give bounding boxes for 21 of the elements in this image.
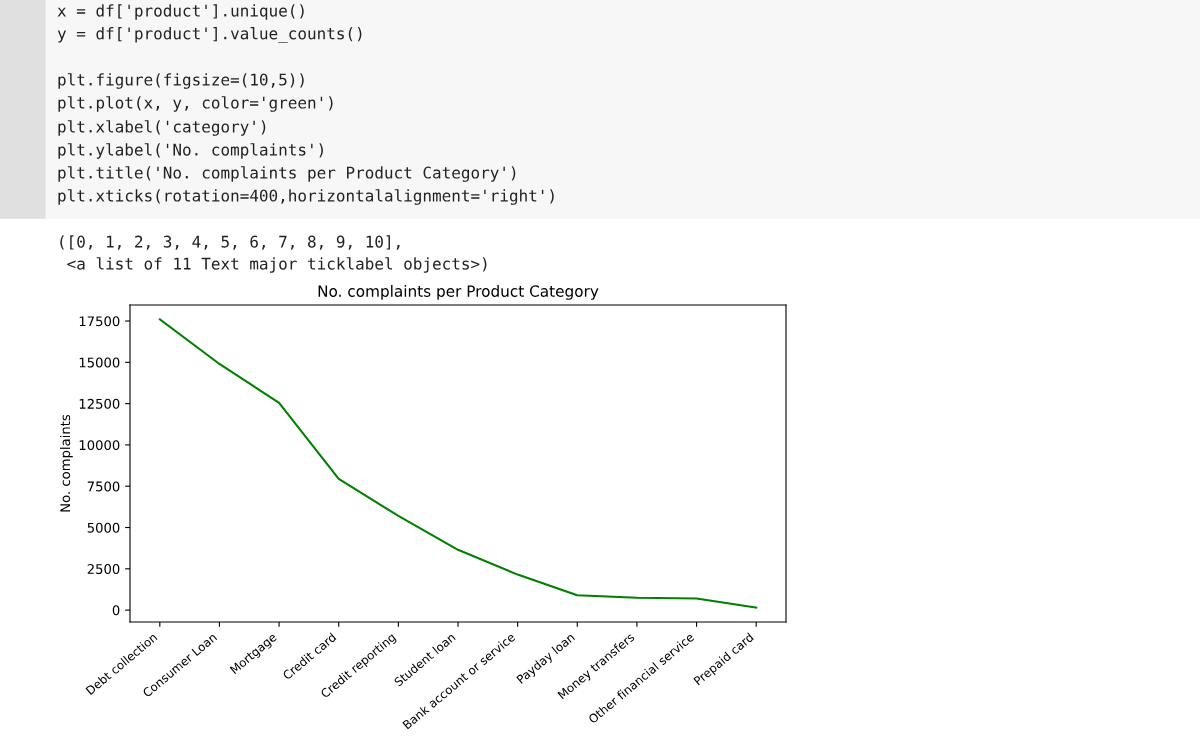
text: plt.plot(x, y, color='green') (58, 96, 333, 112)
text: plt.xticks(rotation=400,horizontalalignment='right') (58, 189, 554, 205)
text: <a list of 11 Text major ticklabel objects>) (67, 257, 487, 273)
y-axis-title: No. complaints (59, 414, 73, 512)
y-tick-label: 2500 (87, 564, 120, 575)
text: plt.figure(figsize=(10,5)) (58, 73, 304, 89)
text: plt.xlabel('category') (58, 120, 266, 136)
y-tick-label: 0 (112, 605, 120, 616)
line-series (158, 318, 758, 609)
y-tick-label: 17500 (79, 316, 120, 327)
y-tick-label: 7500 (87, 481, 120, 492)
text: y = df['product'].value_counts() (57, 27, 362, 43)
chart-title: No. complaints per Product Category (318, 285, 599, 300)
y-tick-label: 15000 (79, 357, 120, 368)
y-tick-label: 5000 (87, 522, 120, 533)
y-tick-label: 12500 (79, 398, 120, 409)
text: plt.title('No. complaints per Product Category') (58, 166, 516, 182)
text: plt.ylabel('No. complaints') (58, 143, 323, 159)
y-tick-label: 10000 (79, 440, 120, 451)
text: ([0, 1, 2, 3, 4, 5, 6, 7, 8, 9, 10], (60, 235, 400, 250)
text: x = df['product'].unique() (57, 4, 304, 20)
